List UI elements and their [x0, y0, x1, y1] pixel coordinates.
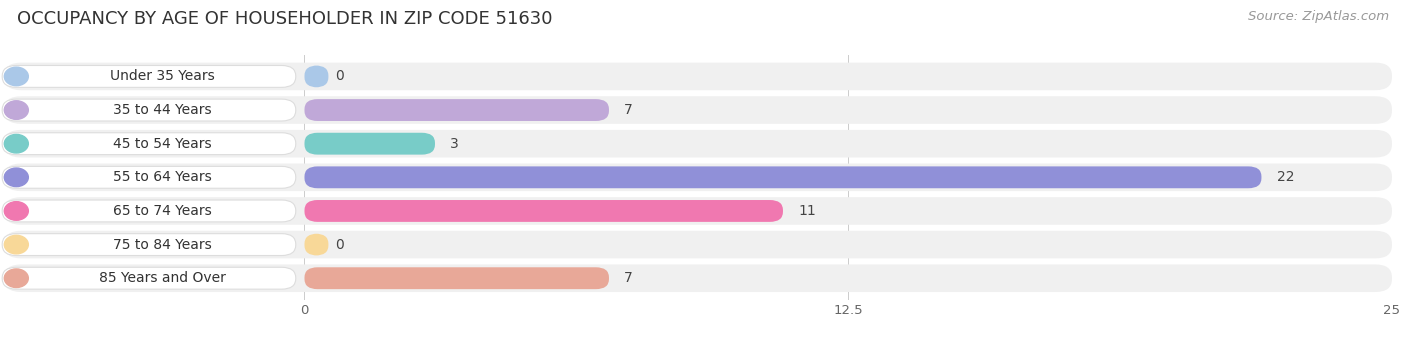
Text: 55 to 64 Years: 55 to 64 Years	[112, 170, 211, 184]
Text: 7: 7	[624, 103, 633, 117]
Text: 35 to 44 Years: 35 to 44 Years	[112, 103, 211, 117]
FancyBboxPatch shape	[3, 65, 295, 87]
FancyBboxPatch shape	[3, 234, 295, 255]
Text: 65 to 74 Years: 65 to 74 Years	[112, 204, 211, 218]
FancyBboxPatch shape	[4, 96, 1392, 124]
FancyBboxPatch shape	[305, 234, 329, 255]
Circle shape	[4, 202, 28, 220]
FancyBboxPatch shape	[4, 264, 1392, 292]
Text: OCCUPANCY BY AGE OF HOUSEHOLDER IN ZIP CODE 51630: OCCUPANCY BY AGE OF HOUSEHOLDER IN ZIP C…	[17, 10, 553, 28]
Circle shape	[4, 67, 28, 86]
FancyBboxPatch shape	[3, 99, 295, 121]
Circle shape	[4, 235, 28, 254]
Text: Source: ZipAtlas.com: Source: ZipAtlas.com	[1249, 10, 1389, 23]
FancyBboxPatch shape	[305, 65, 329, 87]
Text: 0: 0	[335, 238, 343, 252]
Text: 22: 22	[1277, 170, 1294, 184]
FancyBboxPatch shape	[3, 166, 295, 188]
FancyBboxPatch shape	[3, 133, 295, 154]
FancyBboxPatch shape	[305, 267, 609, 289]
Text: 11: 11	[799, 204, 815, 218]
Text: 0: 0	[335, 70, 343, 84]
FancyBboxPatch shape	[3, 200, 295, 222]
FancyBboxPatch shape	[305, 133, 434, 154]
FancyBboxPatch shape	[4, 130, 1392, 158]
FancyBboxPatch shape	[305, 200, 783, 222]
FancyBboxPatch shape	[4, 231, 1392, 258]
FancyBboxPatch shape	[4, 63, 1392, 90]
FancyBboxPatch shape	[4, 197, 1392, 225]
FancyBboxPatch shape	[3, 267, 295, 289]
Circle shape	[4, 134, 28, 153]
Text: 45 to 54 Years: 45 to 54 Years	[112, 137, 211, 151]
Text: 7: 7	[624, 271, 633, 285]
FancyBboxPatch shape	[305, 166, 1261, 188]
Circle shape	[4, 269, 28, 287]
Text: 3: 3	[450, 137, 458, 151]
FancyBboxPatch shape	[4, 164, 1392, 191]
Text: 75 to 84 Years: 75 to 84 Years	[112, 238, 211, 252]
Circle shape	[4, 101, 28, 119]
Text: Under 35 Years: Under 35 Years	[110, 70, 214, 84]
FancyBboxPatch shape	[305, 99, 609, 121]
Circle shape	[4, 168, 28, 187]
Text: 85 Years and Over: 85 Years and Over	[98, 271, 225, 285]
